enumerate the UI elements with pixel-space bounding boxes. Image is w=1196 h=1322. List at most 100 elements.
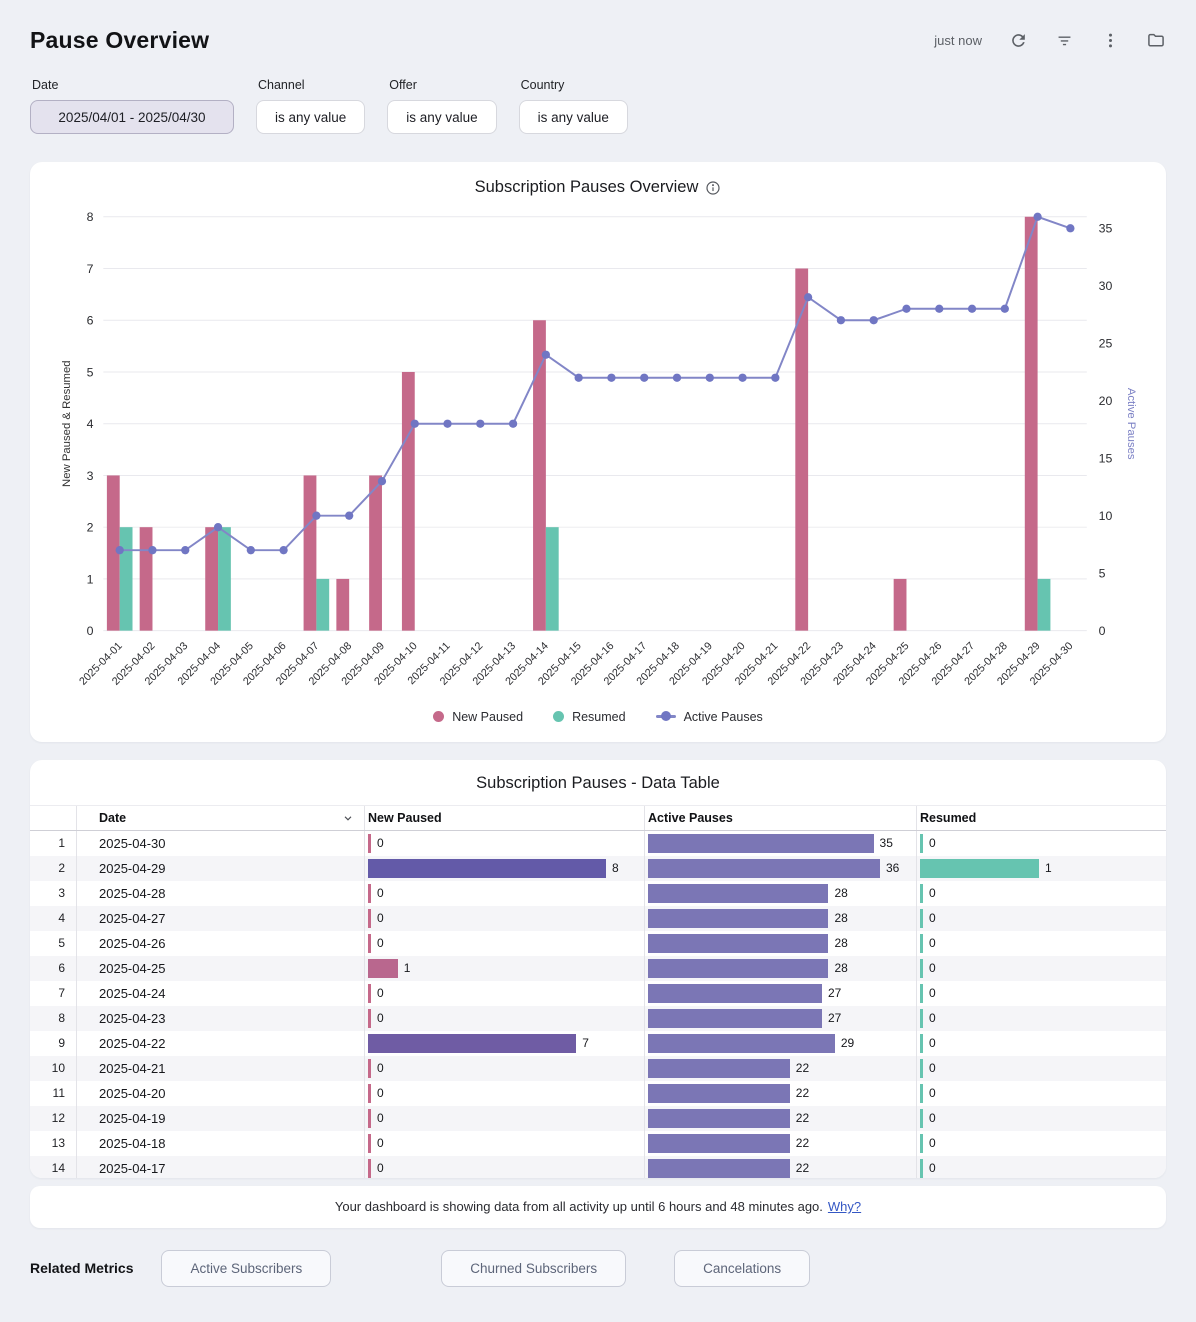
table-row[interactable]: 4 2025-04-27 0 28 0	[30, 905, 1166, 931]
last-updated: just now	[934, 32, 982, 48]
filter-offer: Offer is any value	[387, 78, 497, 134]
new-paused-value: 0	[377, 1086, 384, 1101]
active-pauses-point	[574, 373, 583, 382]
resumed-table-bar	[920, 1083, 923, 1103]
table-row[interactable]: 14 2025-04-17 0 22 0	[30, 1155, 1166, 1178]
filter-label-date: Date	[32, 78, 59, 92]
active-pauses-cell: 22	[644, 1105, 916, 1131]
new-paused-table-bar	[368, 1033, 577, 1053]
more-options-button[interactable]	[1100, 30, 1120, 50]
resumed-cell: 0	[916, 955, 1166, 981]
new-paused-table-bar	[368, 1008, 371, 1028]
active-pauses-table-bar	[648, 883, 829, 903]
new-paused-cell: 0	[364, 880, 644, 906]
top-bar: Pause Overview just now	[30, 18, 1166, 62]
table-row[interactable]: 1 2025-04-30 0 35 0	[30, 830, 1166, 856]
active-pauses-value: 28	[834, 936, 848, 951]
active-pauses-value: 22	[795, 1111, 810, 1126]
table-row[interactable]: 8 2025-04-23 0 27 0	[30, 1005, 1166, 1031]
new-paused-bar	[106, 475, 120, 631]
date-cell: 2025-04-22	[76, 1030, 364, 1056]
filter-button[interactable]	[1054, 30, 1074, 50]
filter-value-offer[interactable]: is any value	[387, 100, 497, 134]
table-row[interactable]: 9 2025-04-22 7 29 0	[30, 1030, 1166, 1056]
active-pauses-table-bar	[648, 1058, 790, 1078]
new-paused-value: 0	[377, 1161, 384, 1176]
active-pauses-point	[148, 546, 157, 555]
resumed-value: 0	[929, 1011, 936, 1026]
new-paused-value: 0	[377, 936, 384, 951]
column-header-date[interactable]: Date	[76, 805, 364, 830]
new-paused-value: 8	[612, 861, 619, 876]
filter-channel: Channel is any value	[256, 78, 366, 134]
filter-label-offer: Offer	[389, 78, 417, 92]
active-pauses-cell: 22	[644, 1080, 916, 1106]
table-header-row: Date New Paused Active Pauses Resumed	[30, 804, 1166, 831]
resumed-table-bar	[920, 1108, 923, 1128]
legend-marker	[433, 711, 445, 723]
active-pauses-value: 36	[886, 861, 900, 876]
row-number: 8	[58, 1011, 65, 1026]
related-metric-cancelations[interactable]: Cancelations	[674, 1249, 811, 1287]
filter-value-country[interactable]: is any value	[518, 100, 628, 134]
table-row[interactable]: 2 2025-04-29 8 36 1	[30, 855, 1166, 881]
resumed-table-bar	[920, 933, 923, 953]
info-icon[interactable]	[705, 180, 721, 196]
new-paused-table-bar	[368, 883, 371, 903]
date-cell: 2025-04-20	[76, 1080, 364, 1106]
new-paused-cell: 7	[364, 1030, 644, 1056]
date-cell: 2025-04-23	[76, 1005, 364, 1031]
chart-header: Subscription Pauses Overview	[56, 178, 1140, 197]
filter-value-channel[interactable]: is any value	[256, 100, 366, 134]
active-pauses-point	[1033, 212, 1042, 221]
folder-button[interactable]	[1146, 30, 1166, 50]
column-header-active-pauses[interactable]: Active Pauses	[644, 805, 916, 830]
resumed-value: 0	[929, 1161, 936, 1176]
filter-value-date[interactable]: 2025/04/01 - 2025/04/30	[30, 100, 234, 134]
legend-item-resumed[interactable]: Resumed	[553, 710, 626, 724]
column-header-resumed[interactable]: Resumed	[916, 805, 1166, 830]
active-pauses-value: 28	[834, 886, 848, 901]
resumed-bar	[1037, 578, 1051, 631]
resumed-table-bar	[920, 833, 923, 853]
related-metric-churned-subscribers[interactable]: Churned Subscribers	[441, 1249, 627, 1287]
legend-label: New Paused	[452, 709, 524, 724]
new-paused-value: 0	[377, 911, 384, 926]
kebab-menu-icon	[1108, 33, 1112, 47]
chart-legend: New Paused Resumed Active Pauses	[56, 710, 1140, 724]
column-header-new-paused[interactable]: New Paused	[364, 805, 644, 830]
active-pauses-point	[508, 419, 518, 428]
new-paused-cell: 0	[364, 930, 644, 956]
svg-text:5: 5	[1099, 567, 1106, 581]
refresh-icon	[1011, 33, 1025, 47]
resumed-cell: 0	[916, 1080, 1166, 1106]
legend-marker	[655, 711, 676, 722]
resumed-value: 0	[929, 1111, 936, 1126]
table-row[interactable]: 5 2025-04-26 0 28 0	[30, 930, 1166, 956]
active-pauses-point	[771, 373, 780, 382]
filter-label-country: Country	[520, 78, 565, 92]
table-body[interactable]: 1 2025-04-30 0 35 0 2 2025-04-29 8 36 1 3 2025-04-2…	[30, 830, 1166, 1178]
table-row[interactable]: 7 2025-04-24 0 27 0	[30, 980, 1166, 1006]
table-row[interactable]: 13 2025-04-18 0 22 0	[30, 1130, 1166, 1156]
table-row[interactable]: 11 2025-04-20 0 22 0	[30, 1080, 1166, 1106]
table-row[interactable]: 3 2025-04-28 0 28 0	[30, 880, 1166, 906]
resumed-cell: 0	[916, 1005, 1166, 1031]
row-number: 7	[58, 986, 65, 1001]
new-paused-table-bar	[368, 1058, 371, 1078]
legend-item-active-pauses[interactable]: Active Pauses	[655, 710, 763, 724]
legend-marker	[553, 711, 565, 723]
table-row[interactable]: 6 2025-04-25 1 28 0	[30, 955, 1166, 981]
related-metric-active-subscribers[interactable]: Active Subscribers	[161, 1249, 332, 1287]
svg-text:25: 25	[1099, 337, 1113, 351]
pauses-chart[interactable]: 0 1 2 3 4 5 6 7 8 0 5 10 15 20 25 30 35 2025-04-01 2025-04…	[56, 201, 1140, 706]
table-row[interactable]: 10 2025-04-21 0 22 0	[30, 1055, 1166, 1081]
active-pauses-value: 22	[795, 1061, 810, 1076]
table-row[interactable]: 12 2025-04-19 0 22 0	[30, 1105, 1166, 1131]
active-pauses-cell: 22	[644, 1155, 916, 1178]
legend-item-new-paused[interactable]: New Paused	[433, 710, 523, 724]
date-cell: 2025-04-24	[76, 980, 364, 1006]
why-link[interactable]: Why?	[827, 1199, 862, 1215]
refresh-button[interactable]	[1008, 30, 1028, 50]
active-pauses-value: 22	[795, 1136, 810, 1151]
